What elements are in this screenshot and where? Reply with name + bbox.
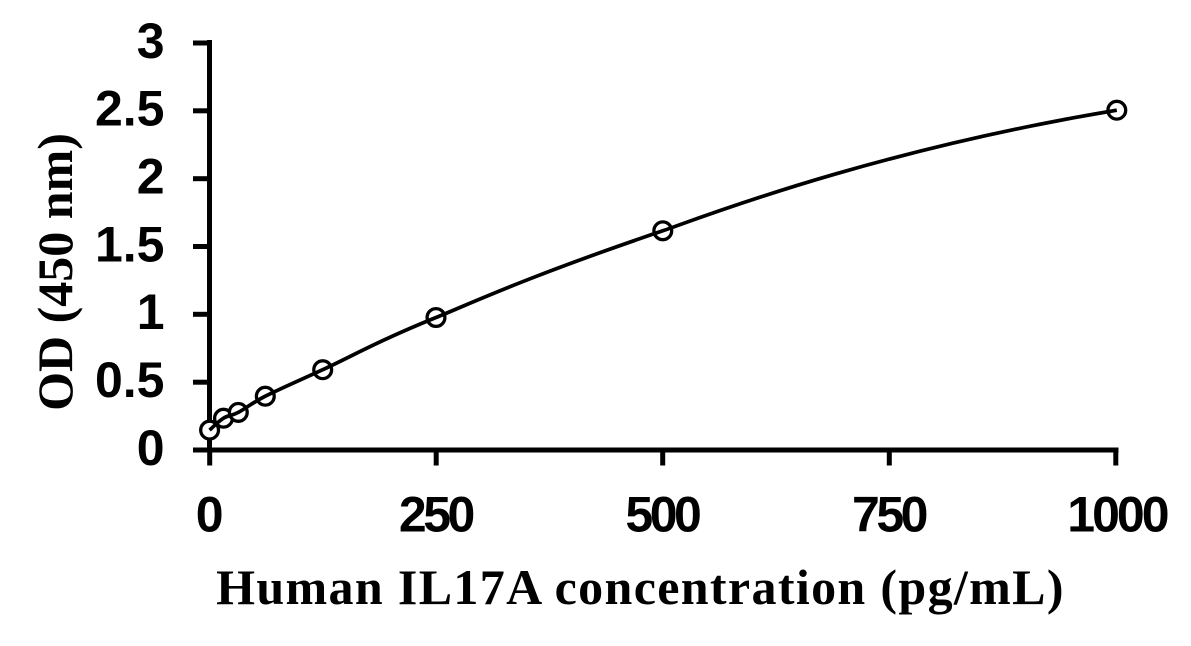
svg-text:0: 0: [196, 487, 224, 543]
svg-text:2: 2: [137, 149, 165, 205]
svg-text:Human IL17A concentration (pg/: Human IL17A concentration (pg/mL): [216, 559, 1065, 615]
svg-text:750: 750: [852, 487, 927, 543]
svg-text:1000: 1000: [1067, 487, 1167, 543]
svg-text:3: 3: [137, 13, 165, 69]
svg-text:OD (450 nm): OD (450 nm): [27, 133, 83, 411]
svg-text:0.5: 0.5: [95, 352, 165, 408]
svg-text:250: 250: [399, 487, 474, 543]
svg-text:500: 500: [625, 487, 700, 543]
svg-text:1: 1: [137, 284, 165, 340]
svg-text:1.5: 1.5: [95, 216, 165, 272]
svg-text:2.5: 2.5: [95, 81, 165, 137]
svg-text:0: 0: [137, 420, 165, 476]
